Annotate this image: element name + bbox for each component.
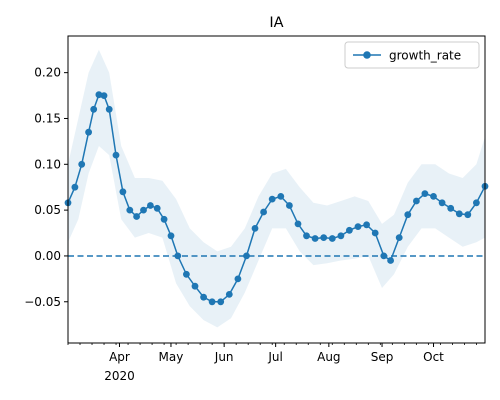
data-point <box>311 235 319 242</box>
data-point <box>140 206 147 214</box>
legend: growth_rate <box>344 41 480 69</box>
data-point <box>133 213 141 220</box>
x-tick-label: Jun <box>214 350 234 364</box>
data-point <box>438 199 446 207</box>
y-tick-label: 0.10 <box>34 157 61 171</box>
data-point <box>277 193 285 200</box>
legend-label: growth_rate <box>389 49 461 63</box>
data-point <box>354 223 362 231</box>
data-point <box>200 293 208 301</box>
axes-frame <box>67 35 486 344</box>
data-point <box>167 232 175 240</box>
x-tick-label: May <box>159 350 184 364</box>
x-tick-sublabel: 2020 <box>104 369 135 383</box>
x-tick-label: Sep <box>371 350 394 364</box>
data-point <box>447 204 455 212</box>
data-point <box>421 190 429 198</box>
x-tick-label: Apr <box>109 350 130 364</box>
data-point <box>363 221 370 229</box>
data-point <box>303 232 310 240</box>
data-point <box>234 275 242 283</box>
data-point <box>320 234 328 242</box>
data-point <box>286 202 293 209</box>
data-point <box>183 270 190 278</box>
data-point <box>243 252 250 260</box>
data-point <box>217 298 225 306</box>
data-point <box>346 226 353 234</box>
data-point <box>387 257 394 264</box>
data-point <box>404 211 412 219</box>
y-tick-label: −0.05 <box>24 295 61 309</box>
data-point <box>225 291 233 298</box>
data-point <box>208 298 216 306</box>
data-point <box>78 160 86 168</box>
x-tick-label: Oct <box>423 350 444 364</box>
data-point <box>105 105 113 113</box>
data-point <box>268 195 276 203</box>
data-point <box>71 183 79 191</box>
data-point <box>85 128 92 136</box>
data-point <box>160 215 168 223</box>
x-tick-label: Jul <box>267 350 282 364</box>
legend-marker <box>363 51 371 59</box>
data-point <box>328 235 336 242</box>
data-point <box>153 204 161 212</box>
y-tick-label: 0.05 <box>34 203 61 217</box>
chart-title: IA <box>269 15 283 31</box>
data-point <box>464 211 472 219</box>
data-point <box>371 229 379 237</box>
data-point <box>112 151 120 159</box>
data-point <box>260 208 267 216</box>
data-point <box>337 232 345 240</box>
data-point <box>119 188 127 196</box>
y-tick-label: 0.20 <box>34 66 61 80</box>
data-point <box>90 105 98 113</box>
y-tick-label: 0.00 <box>34 249 61 263</box>
data-point <box>251 225 259 232</box>
data-point <box>380 252 388 260</box>
axis-ticks: 0.20 0.15 0.10 0.05 0.00 −0.05 Apr 2020 May Jun Ju… <box>24 66 477 383</box>
data-point <box>126 206 134 214</box>
data-point <box>413 197 420 205</box>
data-point <box>430 193 437 200</box>
data-point <box>395 234 403 242</box>
y-tick-label: 0.15 <box>34 111 61 125</box>
data-point <box>100 92 108 99</box>
data-point <box>455 210 463 218</box>
x-tick-label: Aug <box>317 350 340 364</box>
data-point <box>473 199 480 207</box>
data-point <box>147 202 154 209</box>
data-point <box>95 91 103 99</box>
uncertainty-band <box>68 49 485 328</box>
data-point <box>191 282 199 290</box>
data-point <box>174 252 182 260</box>
plot-area <box>64 49 489 328</box>
data-point <box>294 220 302 228</box>
legend-box <box>344 41 480 69</box>
